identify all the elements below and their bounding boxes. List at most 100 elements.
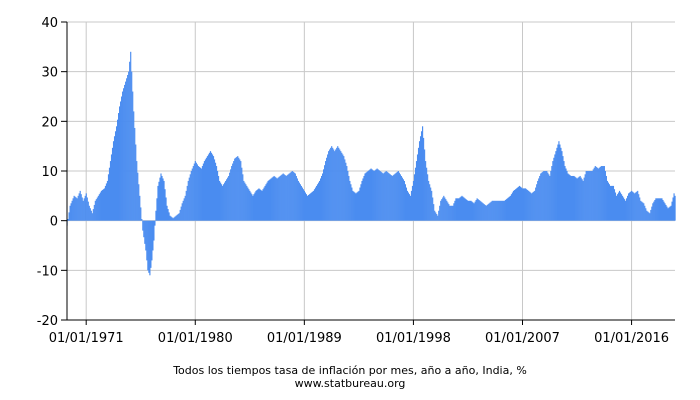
inflation-bar [104, 185, 107, 221]
inflation-bar [162, 178, 164, 221]
inflation-bar [586, 171, 588, 221]
inflation-bar [566, 171, 568, 221]
inflation-bar [473, 203, 475, 221]
inflation-bar [287, 174, 289, 221]
inflation-bar [508, 196, 511, 221]
inflation-bar [92, 209, 94, 221]
inflation-bar [449, 205, 451, 221]
inflation-bar [661, 198, 663, 221]
inflation-bar [454, 200, 456, 221]
inflation-bar [247, 187, 249, 221]
inflation-bar [651, 206, 653, 221]
inflation-bar [222, 185, 224, 221]
inflation-bar [584, 174, 586, 221]
inflation-bar [504, 199, 506, 221]
inflation-bar [111, 147, 114, 221]
inflation-bar [185, 190, 187, 221]
inflation-bar [484, 204, 486, 221]
inflation-bar [617, 192, 620, 221]
inflation-bar [627, 195, 629, 221]
inflation-bar [498, 200, 500, 221]
inflation-bar [621, 195, 624, 221]
inflation-bar [374, 170, 376, 221]
inflation-bar [337, 146, 339, 221]
inflation-bar [648, 212, 650, 221]
inflation-bar [232, 163, 234, 221]
inflation-bar [319, 178, 322, 221]
inflation-bar [395, 172, 397, 221]
inflation-bar [561, 151, 563, 221]
inflation-bar [183, 198, 185, 221]
inflation-bar [142, 220, 144, 231]
inflation-bar [257, 189, 259, 221]
inflation-bar [595, 166, 597, 221]
inflation-bar [122, 91, 124, 221]
inflation-bar [540, 173, 542, 221]
inflation-bar [385, 171, 387, 221]
inflation-bar [93, 204, 95, 221]
inflation-bar [442, 197, 444, 221]
inflation-bar [597, 168, 599, 221]
inflation-bar [121, 96, 123, 221]
inflation-bar [468, 200, 470, 221]
inflation-bar [475, 199, 477, 221]
inflation-bar [245, 184, 247, 221]
inflation-bar [123, 88, 125, 221]
inflation-bar [187, 180, 189, 221]
inflation-bar [466, 199, 468, 221]
inflation-bar [134, 127, 136, 221]
inflation-bar [528, 190, 530, 221]
inflation-bar [535, 187, 537, 221]
inflation-bar [620, 194, 623, 221]
inflation-bar [440, 200, 442, 221]
inflation-bar [671, 201, 673, 221]
grid [67, 21, 675, 321]
inflation-bar [643, 203, 645, 221]
inflation-bar [294, 173, 296, 221]
inflation-bar [262, 189, 264, 221]
inflation-bar [606, 180, 608, 221]
inflation-bar [565, 168, 567, 221]
inflation-bar [231, 166, 233, 221]
inflation-bar [447, 202, 449, 221]
inflation-bar [426, 167, 428, 221]
inflation-bar [131, 71, 133, 221]
inflation-bar [418, 141, 421, 221]
inflation-bar [590, 171, 592, 221]
inflation-bar [642, 202, 644, 221]
inflation-bar [310, 192, 313, 221]
inflation-bar [291, 171, 293, 221]
inflation-bar [670, 205, 672, 221]
inflation-bar [342, 154, 344, 221]
inflation-bar [349, 180, 351, 221]
inflation-bar [497, 200, 499, 221]
inflation-bar [392, 175, 394, 221]
inflation-bar [90, 210, 92, 221]
inflation-bar [220, 182, 222, 221]
inflation-bar [192, 166, 194, 221]
inflation-bar [634, 193, 636, 221]
inflation-bar [494, 200, 496, 221]
inflation-bar [400, 175, 402, 221]
inflation-bar [365, 172, 367, 221]
inflation-bar [384, 171, 386, 221]
inflation-bar [266, 182, 268, 221]
inflation-bar [633, 192, 635, 221]
inflation-bar [155, 210, 157, 221]
inflation-bar [658, 198, 660, 221]
inflation-bar [301, 187, 303, 221]
inflation-bar [425, 161, 427, 221]
inflation-bar [288, 173, 290, 221]
inflation-bar [81, 197, 83, 221]
inflation-bar [195, 162, 197, 221]
inflation-bar [110, 154, 113, 221]
inflation-bar [610, 185, 613, 221]
inflation-bar [577, 177, 579, 221]
inflation-bar [228, 175, 230, 221]
inflation-bar [326, 157, 328, 221]
inflation-bar [238, 157, 240, 221]
inflation-bar [470, 200, 472, 221]
inflation-bar [601, 166, 603, 221]
inflation-bar [312, 190, 315, 221]
inflation-bar [441, 199, 443, 221]
